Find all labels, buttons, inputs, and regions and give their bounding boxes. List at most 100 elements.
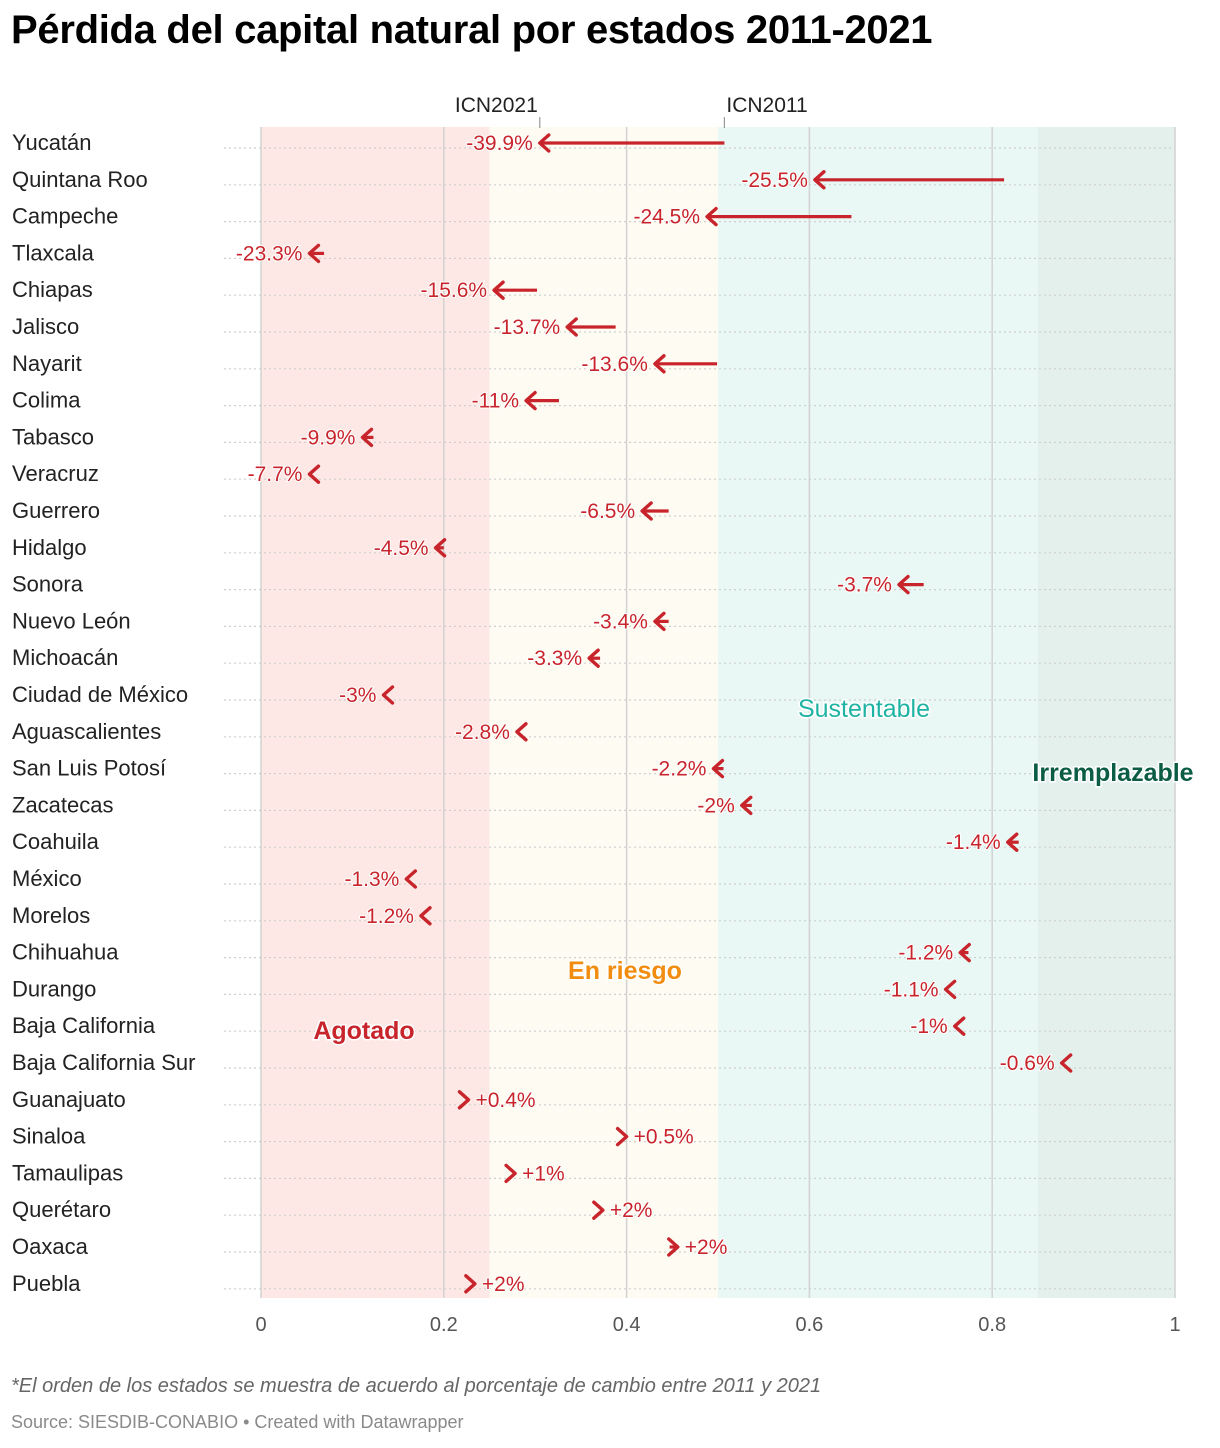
arrow-head [705,206,718,227]
zone-band-sustentable [718,127,1038,1298]
arrow-5: -15.6% [420,278,538,303]
change-label: -23.3% [236,242,303,265]
x-tick-label: 1 [1169,1314,1180,1336]
zone-label: Irremplazable [1032,759,1193,787]
x-axis-ticks: 0 0.2 0.4 0.6 0.8 1 [255,1314,1180,1336]
state-label: Chiapas [12,277,93,302]
change-label: +2% [685,1236,728,1259]
icn-markers: ICN2021 ICN2011 [455,94,808,128]
arrow-head [615,1126,629,1147]
x-tick-label: 0.4 [613,1314,641,1336]
state-label: Guerrero [12,498,100,523]
arrow-head [1006,832,1019,852]
state-label: Coahuila [12,829,100,854]
state-label: Durango [12,976,96,1001]
arrow-head [565,317,578,337]
state-label: Quintana Roo [12,167,148,192]
state-label: San Luis Potosí [12,756,166,781]
arrow-head [515,722,528,742]
arrow-12: -4.5% [373,536,447,561]
change-label: -13.6% [581,353,648,376]
arrow-11: -6.5% [579,499,669,524]
state-label: Veracruz [12,461,99,486]
change-label: -2.2% [652,758,707,781]
state-label: Morelos [12,903,90,928]
change-label: +0.4% [475,1089,535,1112]
arrow-24: -1.1% [883,977,957,1002]
icn2021-label: ICN2021 [455,94,538,117]
change-label: -6.5% [580,500,635,523]
change-label: -11% [472,390,519,413]
state-label: México [12,866,82,891]
arrow-head [464,1274,477,1294]
arrow-20: -1.4% [945,830,1019,855]
x-tick-label: 0 [255,1314,266,1336]
state-label: Zacatecas [12,792,114,817]
arrow-head [958,942,971,963]
arrow-head [360,427,374,448]
change-label: -25.5% [741,169,808,192]
chart-title: Pérdida del capital natural por estados … [11,8,933,52]
state-label: Oaxaca [12,1234,89,1259]
arrow-head [653,611,666,632]
zone-band-en-riesgo [489,127,718,1298]
arrow-head [492,280,505,300]
arrow-19: -2% [696,793,753,818]
state-label: Baja California [12,1013,156,1038]
arrow-23: -1.2% [897,941,971,966]
state-label: Jalisco [12,314,79,339]
state-label: Michoacán [12,645,118,670]
change-label: -1% [910,1015,947,1038]
change-label: -4.5% [374,537,429,560]
change-label: -9.9% [301,426,356,449]
arrow-13: -3.7% [836,573,924,598]
x-tick-label: 0.8 [978,1314,1006,1336]
arrow-1: -39.9% [465,131,725,156]
arrow-26: -0.6% [999,1051,1073,1076]
arrow-head [524,390,537,411]
arrow-head [1059,1053,1073,1073]
arrow-4: -23.3% [235,241,325,266]
state-label: Campeche [12,204,118,229]
state-label: Sinaloa [12,1124,86,1149]
change-label: -24.5% [633,206,700,229]
arrow-7: -13.6% [580,352,718,377]
state-label: Guanajuato [12,1087,126,1112]
arrow-head [711,758,725,779]
arrow-29: +1% [504,1161,566,1186]
state-label: Sonora [12,572,84,597]
state-label: Tlaxcala [12,240,95,265]
arrow-head [457,1090,471,1110]
change-label: -3.3% [527,647,582,670]
arrow-head [307,464,321,484]
zone-band-agotado [261,127,490,1298]
arrow-15: -3.3% [526,646,601,671]
arrow-head [433,538,447,558]
arrow-28: +0.5% [615,1125,695,1150]
arrow-head [504,1163,517,1184]
arrow-2: -25.5% [740,168,1005,193]
arrow-8: -11% [471,389,559,414]
state-label: Nayarit [12,351,82,376]
state-label: Puebla [12,1271,81,1296]
state-label: Chihuahua [12,940,119,965]
arrow-3: -24.5% [632,205,852,230]
x-tick-label: 0.6 [795,1314,823,1336]
change-label: -39.9% [466,132,533,155]
change-label: -1.2% [359,905,414,928]
arrow-18: -2.2% [651,757,725,782]
change-label: -3.7% [837,574,892,597]
arrow-head [897,574,910,595]
change-label: -15.6% [421,279,488,302]
state-label: Querétaro [12,1197,111,1222]
state-label: Baja California Sur [12,1050,195,1075]
arrow-9: -9.9% [300,425,374,450]
change-label: +2% [610,1199,653,1222]
arrow-32: +2% [464,1272,526,1297]
arrow-17: -2.8% [454,720,528,745]
zone-label: Sustentable [798,695,930,723]
change-label: -0.6% [1000,1052,1055,1075]
state-label: Colima [12,388,81,413]
arrow-head [307,243,321,264]
